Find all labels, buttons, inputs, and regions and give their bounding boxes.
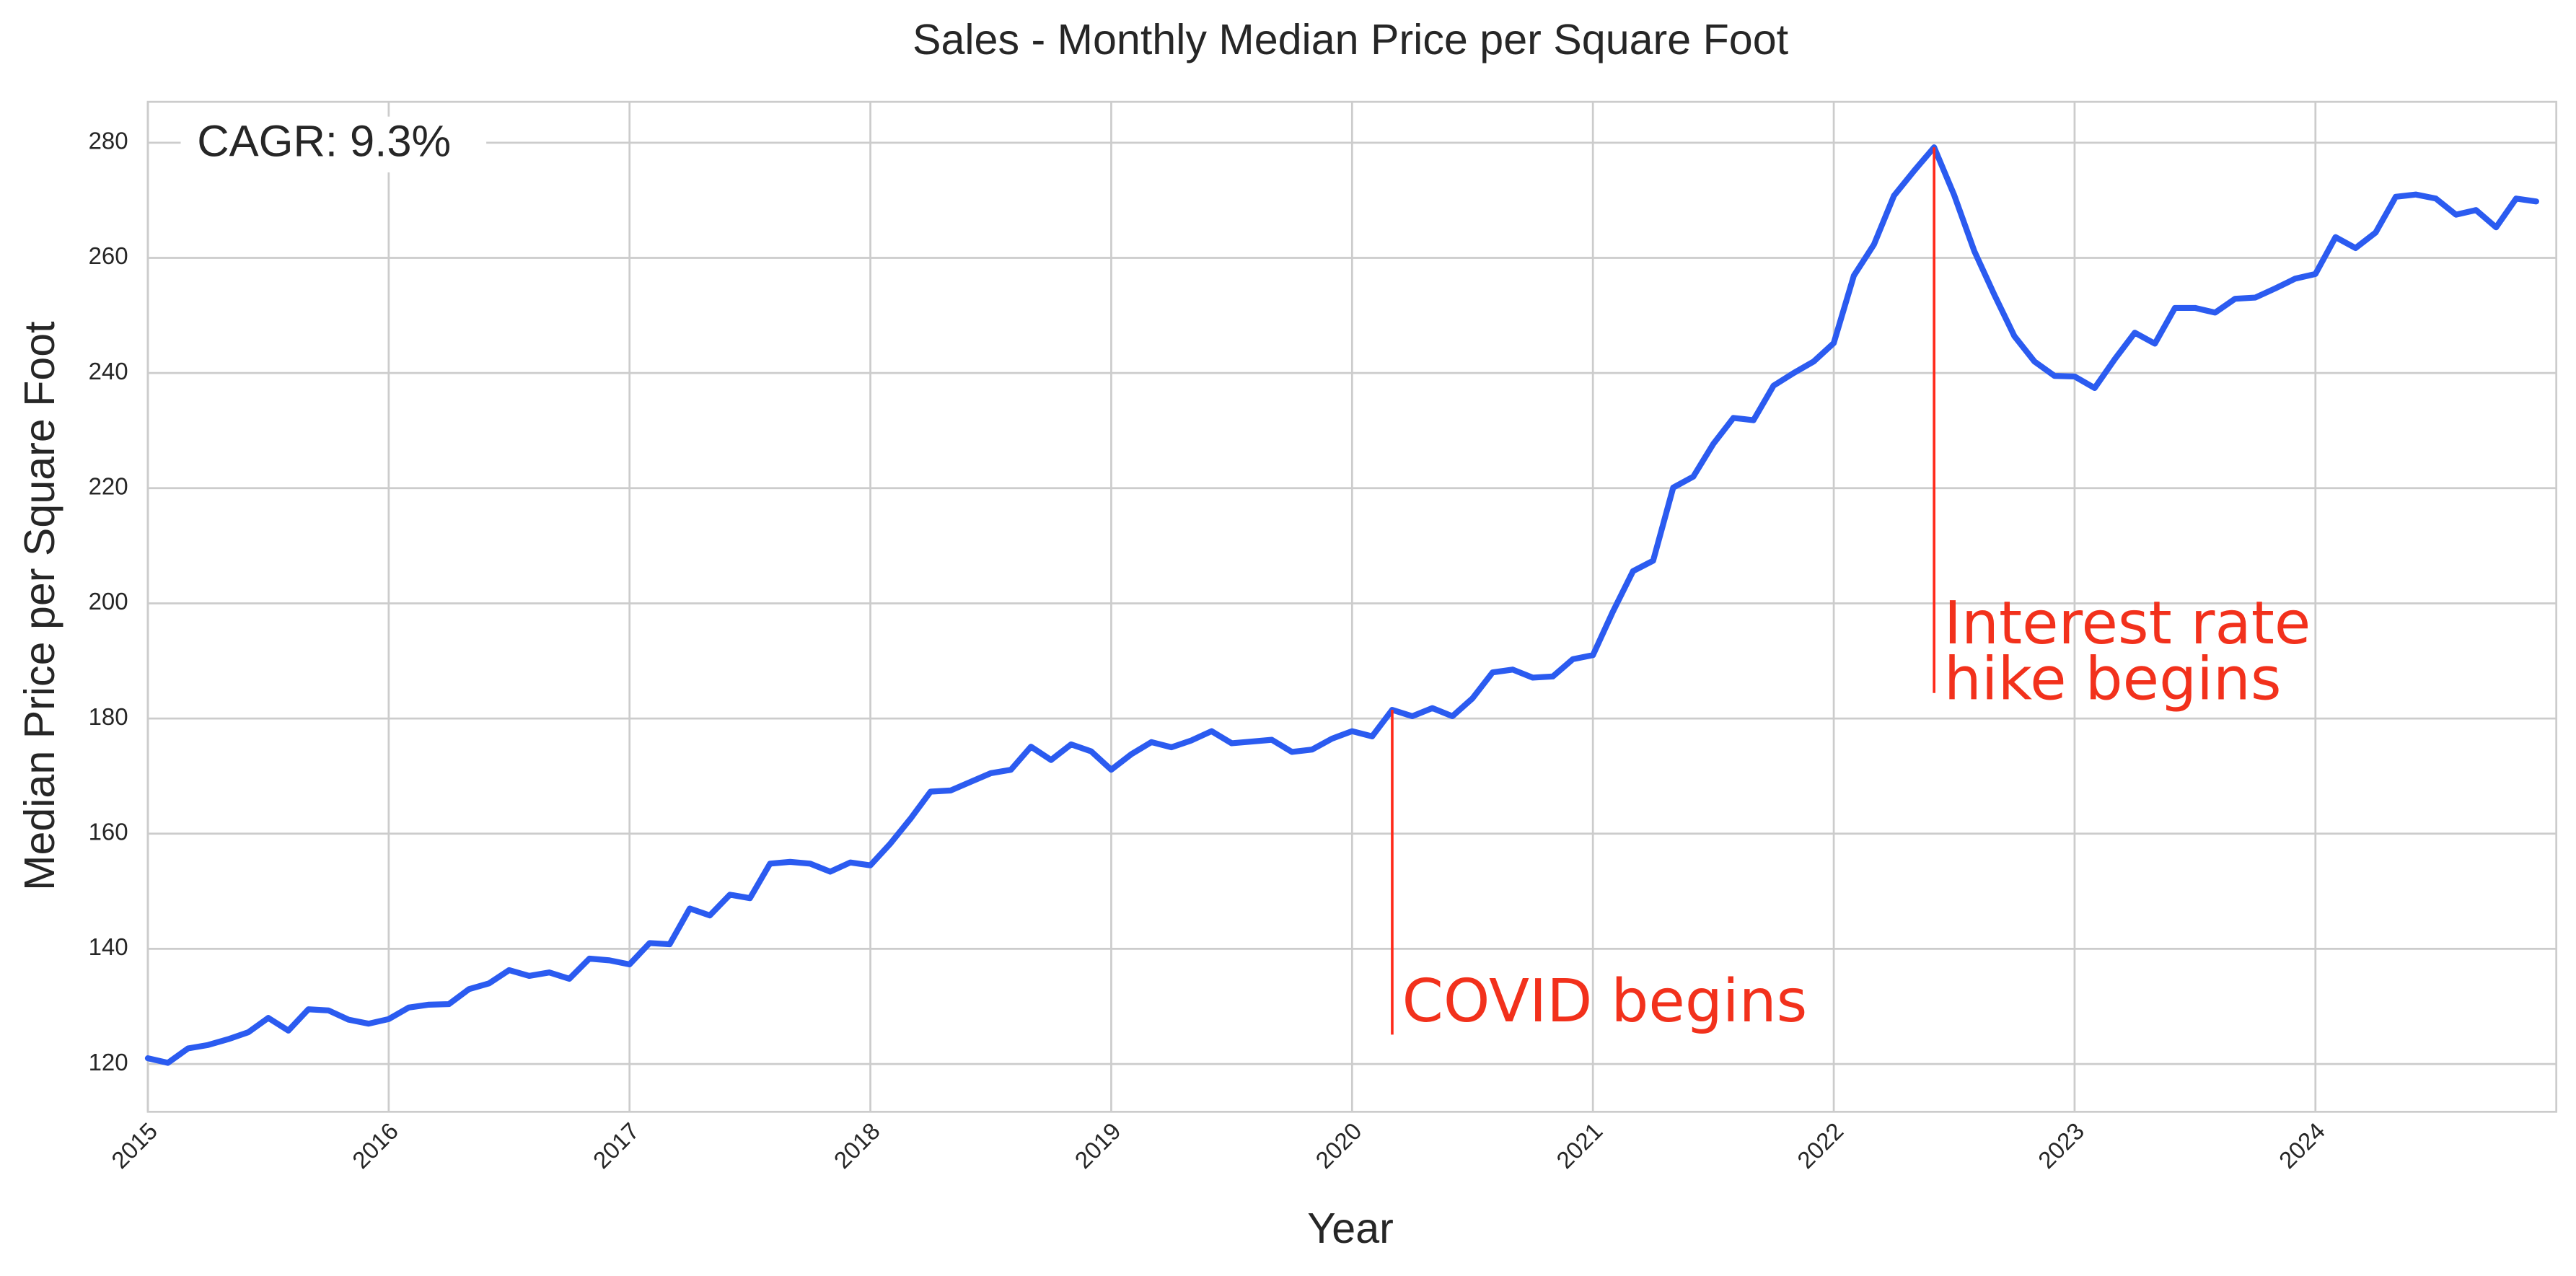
x-tick-label: 2021 — [1551, 1117, 1607, 1174]
y-tick-label: 180 — [89, 703, 128, 730]
y-tick-label: 220 — [89, 473, 128, 500]
chart-title: Sales - Monthly Median Price per Square … — [913, 15, 1789, 63]
y-tick-label: 240 — [89, 358, 128, 384]
x-tick-label: 2020 — [1310, 1117, 1366, 1174]
x-tick-label: 2022 — [1792, 1117, 1848, 1174]
x-tick-label: 2017 — [588, 1117, 644, 1174]
x-axis-label: Year — [1307, 1204, 1394, 1252]
annotation-text: hike begins — [1944, 646, 2282, 714]
x-tick-label: 2015 — [106, 1117, 162, 1174]
y-axis-label: Median Price per Square Foot — [15, 321, 63, 891]
y-tick-label: 160 — [89, 818, 128, 845]
y-tick-label: 140 — [89, 933, 128, 960]
y-tick-label: 120 — [89, 1049, 128, 1075]
plot-frame — [146, 100, 2558, 1113]
annotation-text: COVID begins — [1402, 967, 1808, 1036]
cagr-background — [180, 116, 487, 173]
annotation-text: Interest rate — [1944, 589, 2311, 658]
x-tick-label: 2019 — [1070, 1117, 1126, 1174]
x-tick-label: 2018 — [829, 1117, 885, 1174]
y-tick-label: 280 — [89, 128, 128, 154]
cagr-label: CAGR: 9.3% — [197, 117, 451, 167]
y-tick-label: 200 — [89, 588, 128, 615]
x-tick-label: 2016 — [347, 1117, 403, 1174]
y-tick-label: 260 — [89, 242, 128, 269]
price-line — [144, 144, 2539, 1066]
x-tick-label: 2023 — [2033, 1117, 2089, 1174]
x-tick-label: 2024 — [2274, 1117, 2330, 1174]
